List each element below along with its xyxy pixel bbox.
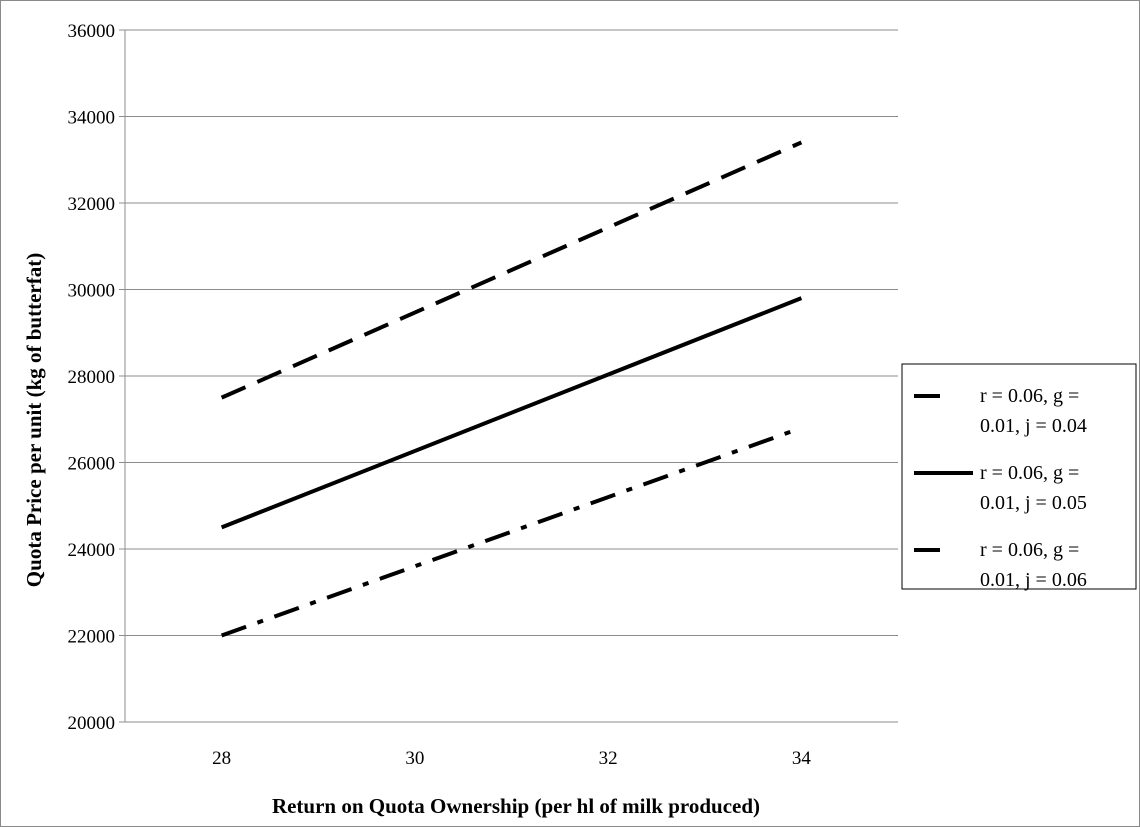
y-tick-label: 36000 (68, 21, 116, 42)
legend: r = 0.06, g = 0.01, j = 0.04 r = 0.06, g =… (901, 363, 1137, 591)
legend-box (901, 363, 1137, 590)
y-tick-label: 28000 (68, 367, 116, 388)
y-axis-title: Quota Price per unit (kg of butterfat) (22, 253, 46, 587)
axes (119, 29, 898, 723)
y-tick-label: 24000 (68, 540, 116, 561)
x-tick-label: 32 (599, 748, 618, 769)
legend-label: r = 0.06, g = (980, 539, 1079, 561)
y-tick-label: 30000 (68, 281, 116, 302)
series-line (220, 296, 803, 530)
x-axis-title: Return on Quota Ownership (per hl of mil… (272, 794, 760, 818)
gridlines (125, 29, 898, 636)
legend-label: 0.01, j = 0.04 (980, 415, 1087, 437)
y-tick-label: 34000 (68, 108, 116, 129)
legend-label: 0.01, j = 0.06 (980, 569, 1087, 591)
series-line (220, 426, 803, 638)
legend-label: 0.01, j = 0.05 (980, 492, 1087, 514)
legend-label: r = 0.06, g = (980, 462, 1079, 484)
x-tick-label: 34 (792, 748, 812, 769)
x-tick-label: 30 (405, 748, 424, 769)
y-tick-label: 22000 (68, 627, 116, 648)
y-tick-label: 26000 (68, 454, 116, 475)
y-tick-label: 20000 (68, 713, 116, 734)
legend-label: r = 0.06, g = (980, 385, 1079, 407)
x-tick-label: 28 (212, 748, 231, 769)
tick-labels: 20000 22000 24000 26000 28000 30000 32000 34000… (68, 21, 812, 769)
series-lines (220, 140, 803, 638)
y-tick-label: 32000 (68, 194, 116, 215)
series-line (220, 140, 803, 400)
